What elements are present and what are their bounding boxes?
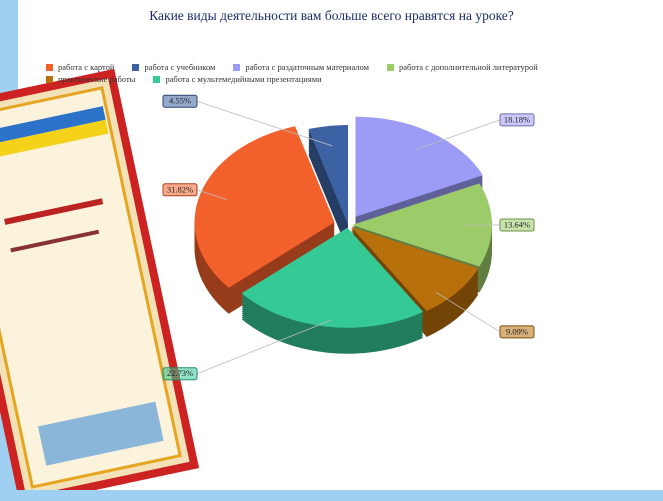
legend-label: работа с мультемедийными презентациями (165, 74, 322, 84)
legend-label: практические работы (58, 74, 136, 84)
leader-line (196, 189, 228, 201)
legend-swatch (132, 63, 140, 71)
certificate-decoration (0, 68, 200, 501)
slice (351, 226, 479, 311)
leader-line (196, 319, 332, 375)
legend-label: работа с учебником (144, 62, 216, 72)
slice (194, 126, 335, 288)
leader-line (415, 119, 501, 150)
slice (355, 116, 483, 217)
data-label: 13.64% (504, 219, 530, 229)
legend-item: практические работы (46, 74, 135, 84)
legend-item: работа с учебником (132, 62, 215, 72)
legend-item: работа с дополнительной литературой (387, 62, 538, 72)
leader-line (435, 291, 501, 333)
legend-swatch (46, 75, 53, 83)
data-label: 22.73% (167, 368, 193, 378)
data-label: 4.55% (169, 96, 191, 106)
slice (241, 227, 424, 328)
pie: 31.82% 4.55% 18.18% 13.64% 9.09% 22.73% (162, 94, 535, 381)
data-label-box (162, 367, 198, 381)
legend-item: работа с мультемедийными презентациями (153, 74, 322, 84)
legend-swatch (387, 63, 394, 71)
chart-title: Какие виды деятельности вам больше всего… (149, 8, 514, 23)
data-label: 18.18% (504, 114, 530, 124)
legend: работа с картой работа с учебником работа … (46, 62, 636, 84)
legend-label: работа с раздаточным материалом (245, 62, 369, 72)
data-label: 31.82% (167, 184, 193, 194)
data-label-box (162, 183, 198, 197)
legend-item: работа с картой (46, 62, 114, 72)
data-label-box (499, 218, 535, 232)
legend-swatch (153, 75, 161, 83)
data-label: 9.09% (506, 326, 528, 336)
legend-label: работа с картой (58, 62, 115, 72)
bottom-border (0, 490, 663, 501)
leader-line (196, 100, 333, 147)
legend-swatch (46, 63, 53, 71)
slice (308, 125, 348, 225)
data-label-box (499, 325, 535, 339)
data-label-box (162, 94, 198, 108)
legend-item: работа с раздаточным материалом (233, 62, 369, 72)
data-label-box (499, 113, 535, 127)
legend-swatch (233, 63, 241, 71)
legend-label: работа с дополнительной литературой (399, 62, 538, 72)
slice (352, 183, 492, 267)
